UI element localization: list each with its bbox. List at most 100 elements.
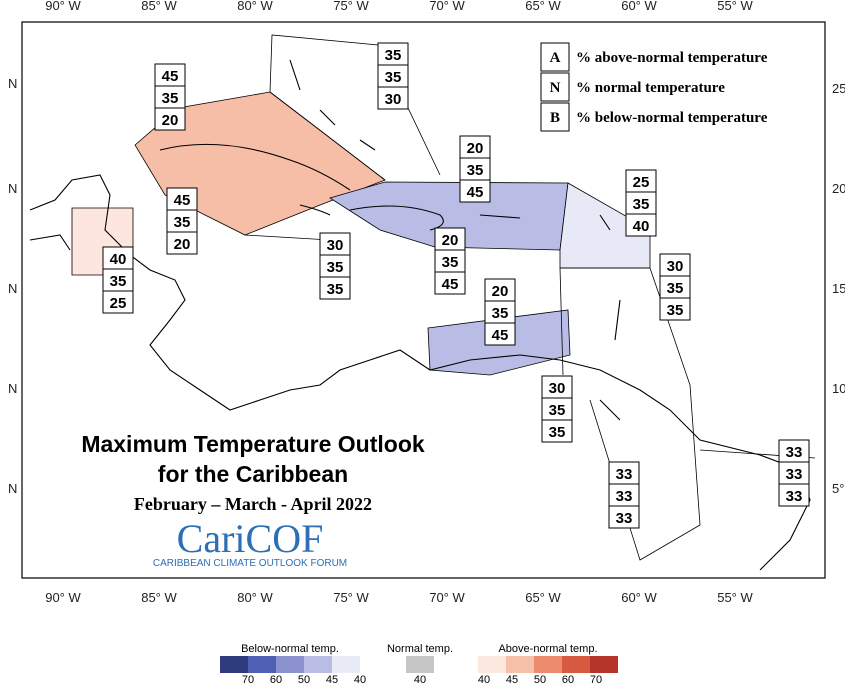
probability-value: 40 [110, 251, 127, 268]
lon-label: 60° W [621, 590, 657, 605]
probability-value: 33 [616, 488, 633, 505]
probability-value: 35 [110, 273, 127, 290]
key-letter: A [550, 50, 561, 66]
lat-label: 10 [832, 381, 845, 396]
lon-label: 75° W [333, 590, 369, 605]
lon-label: 75° W [333, 0, 369, 13]
scale-title: Normal temp. [387, 643, 453, 655]
key-letter: N [550, 80, 561, 96]
probability-value: 25 [110, 295, 127, 312]
key-text: % above-normal temperature [576, 50, 768, 66]
probability-value: 20 [467, 140, 484, 157]
lat-label: N [8, 181, 17, 196]
key-text: % normal temperature [576, 80, 725, 96]
title: Maximum Temperature Outlook [81, 431, 425, 457]
logo: CariCOF [177, 516, 324, 561]
probability-cell [625, 213, 657, 237]
lat-label: N [8, 281, 17, 296]
probability-value: 45 [467, 184, 484, 201]
probability-value: 35 [667, 280, 684, 297]
probability-value: 35 [633, 196, 650, 213]
probability-value: 45 [442, 276, 459, 293]
probability-cell [154, 107, 186, 131]
probability-value: 45 [492, 327, 509, 344]
scale-tick: 50 [298, 674, 310, 684]
lon-label: 60° W [621, 0, 657, 13]
probability-value: 45 [162, 68, 179, 85]
scale-tick: 40 [414, 674, 426, 684]
probability-value: 35 [667, 302, 684, 319]
probability-value: 35 [549, 424, 566, 441]
key-letter: B [550, 110, 560, 126]
lon-label: 70° W [429, 0, 465, 13]
probability-value: 40 [633, 218, 650, 235]
scale-tick: 45 [326, 674, 338, 684]
scale-swatch [562, 656, 590, 673]
scale-title: Above-normal temp. [498, 643, 597, 655]
lon-label: 65° W [525, 0, 561, 13]
scale-swatch [590, 656, 618, 673]
probability-cell [484, 322, 516, 346]
lat-label: N [8, 76, 17, 91]
probability-value: 35 [174, 214, 191, 231]
probability-value: 30 [327, 237, 344, 254]
probability-cell [459, 179, 491, 203]
scale-swatch [276, 656, 304, 673]
probability-cell [541, 419, 573, 443]
lat-label: 5° [832, 481, 844, 496]
lat-label: N [8, 481, 17, 496]
lon-label: 55° W [717, 590, 753, 605]
probability-value: 33 [786, 488, 803, 505]
probability-cell [102, 290, 134, 314]
probability-value: 35 [442, 254, 459, 271]
probability-cell [778, 483, 810, 507]
probability-cell [377, 86, 409, 110]
probability-value: 33 [616, 510, 633, 527]
scale-swatch [534, 656, 562, 673]
key-background [540, 42, 802, 130]
lon-label: 85° W [141, 590, 177, 605]
scale-tick: 40 [478, 674, 490, 684]
scale-swatch [220, 656, 248, 673]
probability-value: 30 [549, 380, 566, 397]
scale-tick: 50 [534, 674, 546, 684]
scale-swatch [304, 656, 332, 673]
islands [159, 59, 621, 421]
probability-value: 35 [162, 90, 179, 107]
probability-value: 20 [174, 236, 191, 253]
lat-label: 20 [832, 181, 845, 196]
scale-tick: 40 [354, 674, 366, 684]
key-box [540, 102, 570, 132]
lon-label: 65° W [525, 590, 561, 605]
period: February – March - April 2022 [134, 494, 372, 514]
probability-value: 35 [327, 259, 344, 276]
probability-cell [608, 505, 640, 529]
probability-value: 33 [786, 444, 803, 461]
probability-value: 20 [162, 112, 179, 129]
scale-tick: 60 [270, 674, 282, 684]
lat-label: 25 [832, 81, 845, 96]
scale-tick: 60 [562, 674, 574, 684]
probability-value: 30 [385, 91, 402, 108]
key-box [540, 42, 570, 72]
probability-cell [434, 271, 466, 295]
lon-label: 90° W [45, 0, 81, 13]
key-text: % below-normal temperature [576, 110, 768, 126]
coastline [29, 174, 811, 571]
probability-value: 35 [385, 69, 402, 86]
scale-tick: 45 [506, 674, 518, 684]
probability-value: 30 [667, 258, 684, 275]
probability-cell [319, 276, 351, 300]
probability-value: 20 [492, 283, 509, 300]
probability-cell [659, 297, 691, 321]
lat-label: N [8, 381, 17, 396]
key-box [540, 72, 570, 102]
scale-swatch [478, 656, 506, 673]
lon-label: 90° W [45, 590, 81, 605]
probability-value: 35 [492, 305, 509, 322]
scale-swatch [406, 656, 434, 673]
lon-label: 55° W [717, 0, 753, 13]
lat-label: 15 [832, 281, 845, 296]
logo-tagline: CARIBBEAN CLIMATE OUTLOOK FORUM [153, 558, 347, 569]
